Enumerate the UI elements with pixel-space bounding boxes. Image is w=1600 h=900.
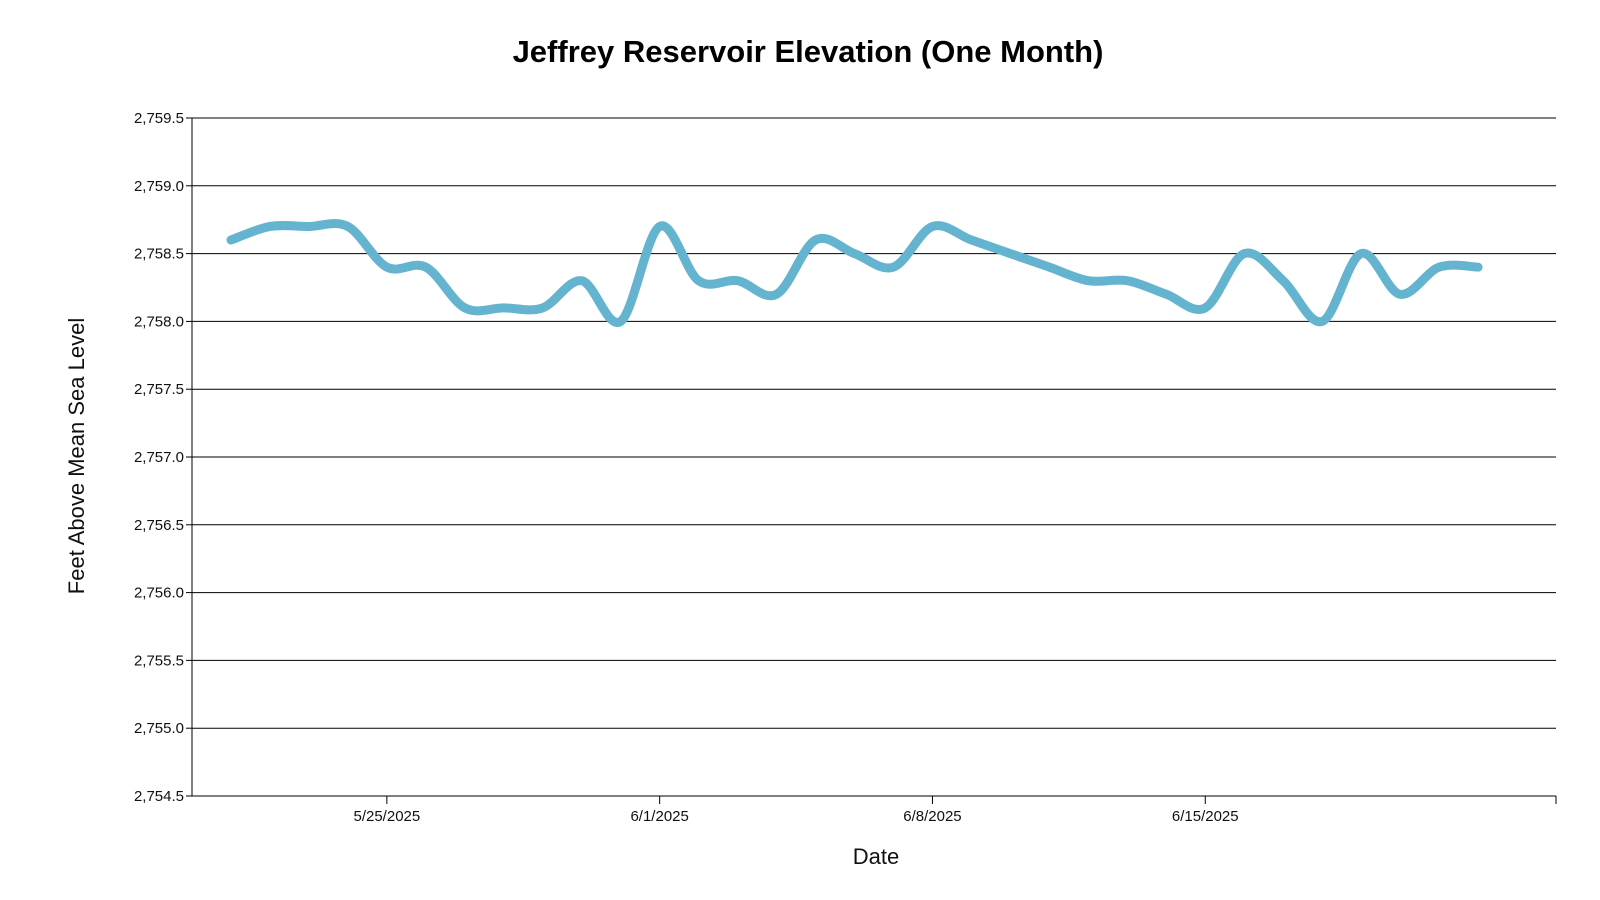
- x-tick-label-2: 6/8/2025: [903, 808, 961, 825]
- y-tick-label-3: 2,756.0: [134, 585, 184, 602]
- y-axis-ticks: 2,754.5 2,755.0 2,755.5 2,756.0 2,756.5 2,757…: [134, 110, 192, 805]
- y-axis-label: Feet Above Mean Sea Level: [64, 318, 89, 594]
- y-tick-label-1: 2,755.0: [134, 720, 184, 737]
- y-tick-label-8: 2,758.5: [134, 246, 184, 263]
- series-line-0: [226, 219, 1483, 327]
- y-tick-label-6: 2,757.5: [134, 381, 184, 398]
- y-tick-label-4: 2,756.5: [134, 517, 184, 534]
- y-tick-label-7: 2,758.0: [134, 313, 184, 330]
- x-tick-label-1: 6/1/2025: [630, 808, 688, 825]
- x-axis-label: Date: [853, 844, 899, 869]
- series-group: [226, 219, 1483, 327]
- y-tick-label-0: 2,754.5: [134, 788, 184, 805]
- x-axis-ticks: 5/25/2025 6/1/2025 6/8/2025 6/15/2025: [353, 796, 1557, 825]
- y-tick-label-9: 2,759.0: [134, 178, 184, 195]
- x-tick-label-3: 6/15/2025: [1172, 808, 1239, 825]
- x-tick-label-0: 5/25/2025: [353, 808, 420, 825]
- gridlines: [192, 117, 1556, 797]
- chart-title: Jeffrey Reservoir Elevation (One Month): [513, 34, 1104, 69]
- y-tick-label-10: 2,759.5: [134, 110, 184, 127]
- y-tick-label-5: 2,757.0: [134, 449, 184, 466]
- y-tick-label-2: 2,755.5: [134, 652, 184, 669]
